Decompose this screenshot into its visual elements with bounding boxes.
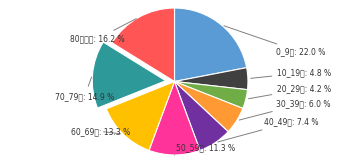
- Text: 60_69세: 13.3 %: 60_69세: 13.3 %: [71, 127, 131, 136]
- Wedge shape: [112, 8, 174, 82]
- Wedge shape: [174, 82, 243, 132]
- Wedge shape: [174, 8, 247, 82]
- Text: 0_9세: 22.0 %: 0_9세: 22.0 %: [224, 26, 325, 57]
- Wedge shape: [92, 42, 166, 108]
- Wedge shape: [174, 82, 228, 150]
- Text: 20_29세: 4.2 %: 20_29세: 4.2 %: [248, 84, 332, 99]
- Text: 50_59세: 11.3 %: 50_59세: 11.3 %: [174, 143, 235, 155]
- Text: 80세이상: 16.2 %: 80세이상: 16.2 %: [70, 19, 136, 43]
- Text: 10_19세: 4.8 %: 10_19세: 4.8 %: [251, 68, 332, 78]
- Wedge shape: [174, 82, 247, 108]
- Text: 70_79세: 14.9 %: 70_79세: 14.9 %: [55, 77, 114, 101]
- Wedge shape: [149, 82, 200, 155]
- Wedge shape: [174, 68, 248, 90]
- Text: 40_49세: 7.4 %: 40_49세: 7.4 %: [218, 117, 319, 142]
- Wedge shape: [106, 82, 174, 150]
- Text: 30_39안: 6.0 %: 30_39안: 6.0 %: [239, 99, 331, 120]
